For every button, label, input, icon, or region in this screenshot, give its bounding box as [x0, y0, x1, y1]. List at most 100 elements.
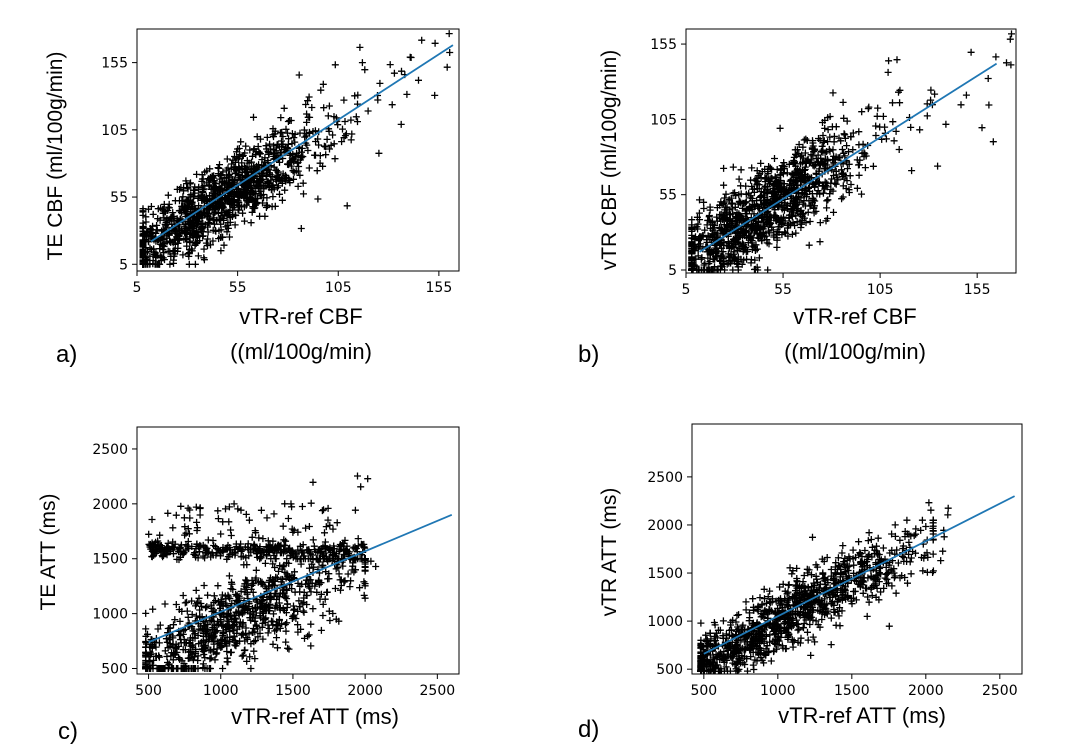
data-point	[777, 177, 785, 184]
data-point	[280, 536, 288, 544]
data-point	[841, 131, 849, 139]
data-point	[322, 523, 330, 531]
data-point	[309, 478, 317, 486]
data-point	[185, 260, 193, 268]
data-point	[879, 112, 887, 120]
data-point	[750, 606, 757, 614]
data-point	[345, 548, 353, 556]
data-point	[230, 163, 238, 171]
data-point	[907, 123, 915, 131]
data-point	[806, 183, 813, 191]
data-point	[826, 113, 834, 120]
data-point	[357, 483, 365, 491]
data-point	[769, 637, 777, 645]
data-point	[296, 542, 304, 550]
data-point	[252, 637, 259, 645]
data-point	[186, 506, 194, 514]
data-point	[190, 665, 198, 672]
data-point	[351, 543, 359, 551]
data-point	[890, 137, 898, 145]
data-point	[774, 223, 782, 231]
panel-c-points	[142, 472, 380, 672]
data-point	[198, 196, 206, 204]
data-point	[270, 133, 277, 141]
data-point	[844, 592, 852, 599]
data-point	[213, 649, 221, 657]
data-point	[149, 605, 157, 613]
data-point	[847, 181, 855, 188]
data-point	[232, 158, 239, 166]
data-point	[756, 204, 764, 212]
data-point	[907, 570, 915, 578]
data-point	[735, 175, 743, 183]
data-point	[763, 174, 770, 182]
data-point	[159, 553, 167, 561]
data-point	[818, 616, 826, 623]
panel-c-frame	[136, 426, 460, 675]
data-point	[812, 617, 820, 625]
data-point	[734, 218, 742, 226]
data-point	[177, 502, 185, 510]
data-point	[314, 556, 322, 564]
data-point	[711, 263, 718, 271]
data-point	[844, 165, 851, 173]
data-point	[239, 552, 247, 560]
data-point	[821, 157, 829, 165]
data-point	[340, 550, 348, 558]
data-point	[186, 246, 193, 254]
data-point	[845, 553, 853, 561]
data-point	[985, 101, 993, 109]
data-point	[875, 596, 883, 604]
data-point	[255, 177, 263, 185]
data-point	[771, 206, 779, 214]
data-point	[187, 229, 195, 237]
data-point	[806, 614, 814, 622]
data-point	[1008, 30, 1015, 38]
data-point	[297, 625, 305, 633]
data-point	[757, 159, 765, 167]
data-point	[286, 549, 294, 557]
data-point	[148, 553, 156, 560]
data-point	[301, 133, 309, 141]
data-point	[288, 525, 296, 533]
data-point	[364, 107, 372, 115]
panel-b-fit-line	[699, 62, 998, 253]
data-point	[766, 638, 774, 646]
data-point	[226, 551, 234, 559]
data-point	[263, 514, 271, 522]
data-point	[893, 546, 901, 554]
data-point	[904, 579, 911, 587]
data-point	[787, 622, 795, 630]
x-tick-label: 1500	[275, 683, 311, 699]
data-point	[175, 654, 183, 662]
data-point	[722, 642, 730, 650]
data-point	[196, 548, 203, 556]
data-point	[201, 168, 209, 176]
data-point	[811, 638, 819, 646]
data-point	[274, 542, 282, 550]
data-point	[305, 93, 313, 101]
data-point	[347, 136, 355, 144]
data-point	[300, 190, 307, 198]
data-point	[700, 205, 708, 212]
data-point	[788, 570, 796, 578]
data-point	[336, 541, 344, 548]
data-point	[800, 572, 808, 579]
data-point	[896, 536, 904, 544]
data-point	[299, 607, 307, 615]
data-point	[742, 182, 750, 190]
data-point	[688, 223, 696, 231]
data-point	[397, 120, 405, 128]
data-point	[446, 49, 454, 56]
data-point	[319, 612, 327, 619]
data-point	[896, 99, 904, 107]
data-point	[361, 582, 369, 590]
data-point	[184, 197, 192, 205]
data-point	[849, 146, 857, 154]
data-point	[850, 569, 858, 577]
data-point	[221, 181, 229, 189]
data-point	[752, 177, 760, 185]
data-point	[181, 523, 189, 531]
data-point	[293, 159, 301, 167]
